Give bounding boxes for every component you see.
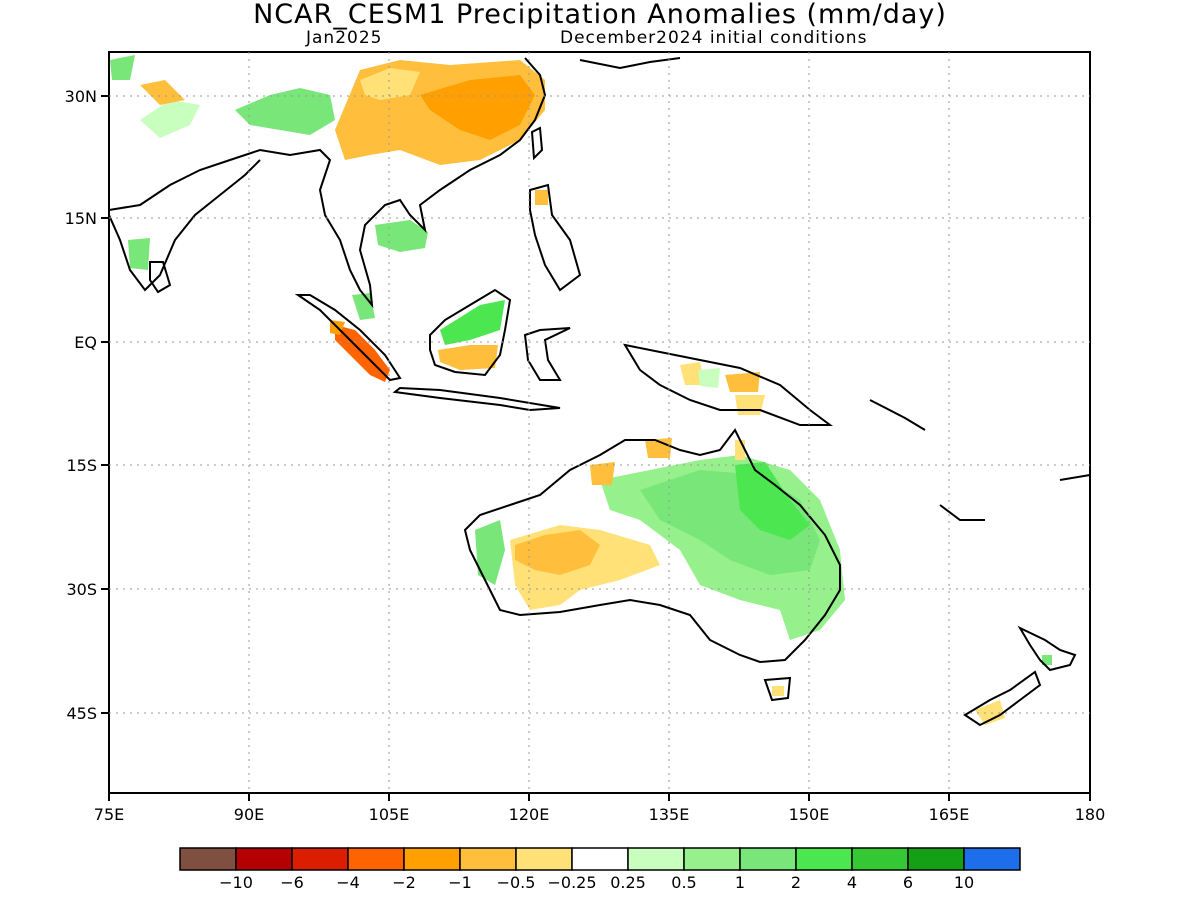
colorbar-label: 10 [954, 873, 974, 892]
anomaly-australia-central [515, 530, 600, 575]
anomaly-newguinea-4 [698, 368, 720, 388]
colorbar: −10 −6 −4 −2 −1 −0.5 −0.25 0.25 0.5 1 2 4 6 10 [179, 847, 1021, 892]
colorbar-swatch [459, 847, 517, 871]
colorbar-swatch [795, 847, 853, 871]
lat-tick-label: EQ [74, 333, 97, 352]
lat-tick-label: 30S [66, 580, 97, 599]
anomaly-borneo-south [438, 345, 498, 370]
anomaly-australia-west [475, 520, 505, 585]
init-conditions-label: December2024 initial conditions [560, 28, 868, 48]
colorbar-swatch [571, 847, 629, 871]
anomaly-tasmania [772, 686, 784, 696]
colorbar-label: −0.25 [547, 873, 596, 892]
lon-tick-label: 90E [234, 805, 264, 824]
colorbar-swatch [235, 847, 293, 871]
colorbar-label: −10 [219, 873, 253, 892]
colorbar-label: −0.5 [497, 873, 536, 892]
anomaly-borneo-north [440, 300, 505, 345]
colorbar-swatch [851, 847, 909, 871]
coastlines [109, 57, 1090, 727]
colorbar-swatch [347, 847, 405, 871]
colorbar-swatch [403, 847, 461, 871]
gridlines [109, 52, 1090, 793]
colorbar-swatch [291, 847, 349, 871]
anomaly-china-light [360, 68, 420, 100]
anomaly-kimberley [590, 462, 615, 485]
colorbar-label: −1 [448, 873, 472, 892]
chart-title: NCAR_CESM1 Precipitation Anomalies (mm/d… [253, 0, 947, 30]
colorbar-swatch [683, 847, 741, 871]
lon-tick-label: 105E [369, 805, 410, 824]
colorbar-swatch [739, 847, 797, 871]
plot-frame [108, 51, 1091, 794]
colorbar-label: −4 [336, 873, 360, 892]
anomaly-china-core [420, 75, 535, 140]
lon-tick-label: 120E [509, 805, 550, 824]
anomaly-newguinea-1 [680, 362, 705, 385]
colorbar-swatch [515, 847, 573, 871]
colorbar-label: 0.5 [671, 873, 696, 892]
anomaly-newguinea-3 [735, 395, 765, 415]
lon-tick-label: 75E [94, 805, 124, 824]
colorbar-swatch [179, 847, 237, 871]
anomaly-malaya [352, 293, 375, 320]
valid-month-label: Jan2025 [306, 28, 383, 48]
colorbar-label: 0.25 [610, 873, 646, 892]
colorbar-swatch [907, 847, 965, 871]
anomaly-india-west [140, 100, 200, 138]
colorbar-swatch [963, 847, 1021, 871]
anomaly-philippines [535, 190, 548, 205]
lon-tick-label: 150E [789, 805, 830, 824]
anomaly-top-end [645, 438, 672, 458]
colorbar-swatch [627, 847, 685, 871]
anomaly-nz-south [975, 700, 1005, 725]
lat-tick-label: 15S [66, 456, 97, 475]
anomaly-nw-india [110, 55, 135, 80]
anomaly-himalaya [235, 88, 335, 135]
colorbar-label: −6 [280, 873, 304, 892]
anomaly-queensland [735, 462, 810, 540]
colorbar-label: 6 [903, 873, 913, 892]
colorbar-label: 1 [735, 873, 745, 892]
anomaly-cape-york [735, 440, 745, 460]
lat-tick-label: 30N [65, 87, 97, 106]
colorbar-label: 4 [847, 873, 857, 892]
lon-tick-label: 135E [649, 805, 690, 824]
lat-tick-label: 45S [66, 704, 97, 723]
anomaly-indochina [375, 220, 428, 252]
lon-tick-label: 165E [929, 805, 970, 824]
axis-ticks: 30N 15N EQ 15S 30S 45S 75E 90E 105E 120E 135E 150E 1… [65, 87, 1106, 824]
lon-tick-label: 180 [1075, 805, 1106, 824]
lat-tick-label: 15N [65, 209, 97, 228]
colorbar-label: 2 [791, 873, 801, 892]
anomaly-fields [110, 55, 1052, 725]
anomaly-newguinea-2 [725, 372, 760, 392]
anomaly-pakistan [140, 80, 185, 105]
anomaly-nz-north [1042, 655, 1052, 665]
colorbar-label: −2 [392, 873, 416, 892]
anomaly-south-india [128, 238, 150, 270]
